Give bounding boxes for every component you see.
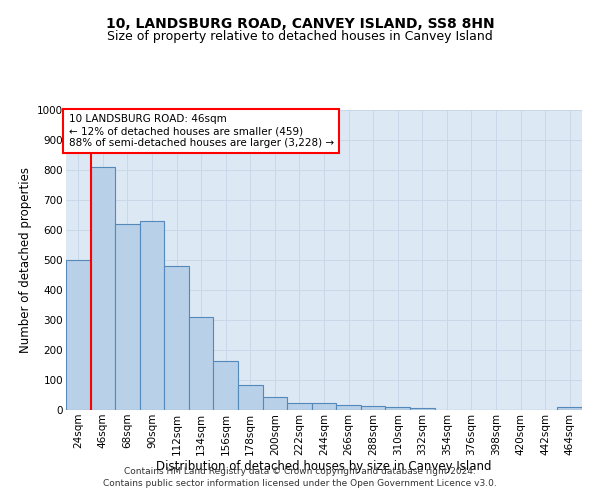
Bar — [410, 408, 434, 410]
Bar — [557, 406, 582, 410]
Text: Size of property relative to detached houses in Canvey Island: Size of property relative to detached ho… — [107, 30, 493, 43]
Y-axis label: Number of detached properties: Number of detached properties — [19, 167, 32, 353]
Bar — [336, 404, 361, 410]
Bar — [361, 406, 385, 410]
Bar — [115, 224, 140, 410]
Text: Contains public sector information licensed under the Open Government Licence v3: Contains public sector information licen… — [103, 478, 497, 488]
Bar — [140, 221, 164, 410]
Bar — [214, 361, 238, 410]
Bar — [164, 266, 189, 410]
Bar — [238, 386, 263, 410]
Text: 10, LANDSBURG ROAD, CANVEY ISLAND, SS8 8HN: 10, LANDSBURG ROAD, CANVEY ISLAND, SS8 8… — [106, 18, 494, 32]
Bar — [312, 404, 336, 410]
Text: 10 LANDSBURG ROAD: 46sqm
← 12% of detached houses are smaller (459)
88% of semi-: 10 LANDSBURG ROAD: 46sqm ← 12% of detach… — [68, 114, 334, 148]
Bar — [287, 402, 312, 410]
Bar — [66, 260, 91, 410]
Bar — [189, 317, 214, 410]
Bar — [385, 406, 410, 410]
Bar — [263, 396, 287, 410]
Bar — [91, 167, 115, 410]
X-axis label: Distribution of detached houses by size in Canvey Island: Distribution of detached houses by size … — [156, 460, 492, 473]
Text: Contains HM Land Registry data © Crown copyright and database right 2024.: Contains HM Land Registry data © Crown c… — [124, 467, 476, 476]
